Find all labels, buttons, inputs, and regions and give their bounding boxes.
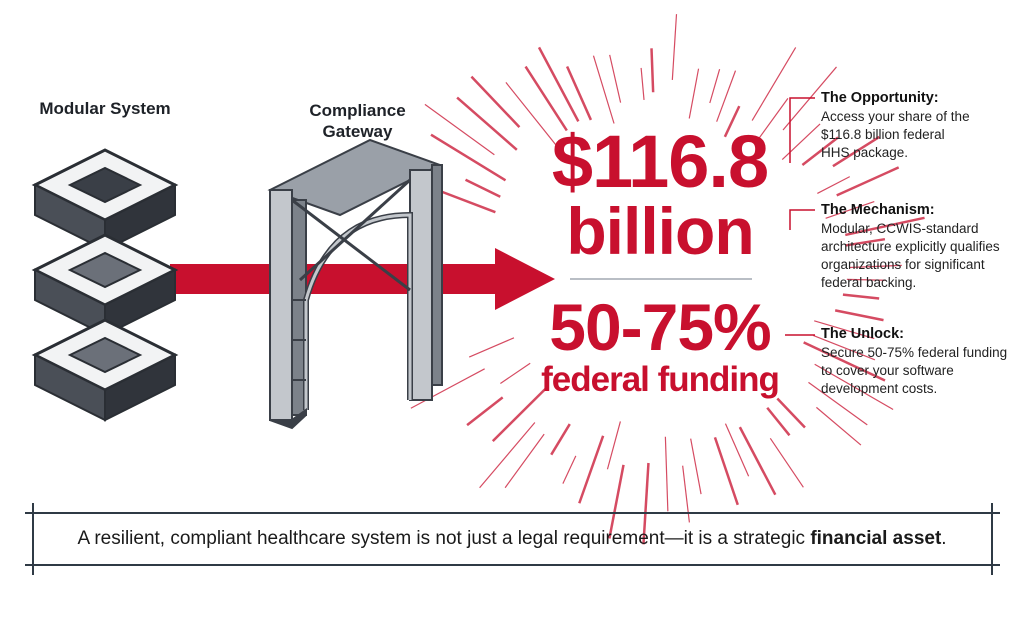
- burst-line: [801, 136, 839, 167]
- block-icon: [31, 318, 179, 422]
- burst-line: [776, 397, 806, 429]
- amount-value: $116.8: [551, 120, 769, 203]
- burst-line: [751, 47, 797, 121]
- footer-end: .: [941, 528, 947, 549]
- modular-blocks-icon: [31, 148, 179, 422]
- burst-line: [491, 387, 547, 443]
- burst-line: [537, 46, 580, 122]
- callout-title: The Opportunity:: [821, 90, 939, 106]
- burst-line: [781, 123, 821, 161]
- burst-line: [849, 264, 902, 269]
- burst-line: [723, 105, 741, 138]
- burst-line: [650, 48, 655, 93]
- burst-line: [716, 70, 737, 122]
- burst-line: [832, 135, 880, 168]
- burst-line: [609, 54, 622, 103]
- burst-line: [479, 422, 536, 489]
- burst-lines: [410, 14, 925, 545]
- burst-line: [562, 455, 577, 484]
- callout-text: Secure 50-75% federal funding to cover y…: [821, 345, 1008, 396]
- burst-line: [410, 368, 485, 409]
- burst-line: [814, 320, 875, 340]
- burst-line: [755, 98, 789, 143]
- burst-line: [816, 406, 862, 446]
- burst-line: [842, 293, 880, 300]
- burst-line: [738, 426, 777, 496]
- burst-line: [466, 396, 504, 427]
- arrow-icon: [170, 248, 555, 310]
- burst-line: [688, 68, 700, 119]
- burst-line: [812, 334, 876, 361]
- burst-line: [766, 406, 791, 437]
- compliance-gateway-label: Compliance Gateway: [309, 101, 406, 141]
- burst-line: [834, 309, 884, 322]
- callout-unlock: The Unlock: Secure 50-75% federal fundin…: [821, 326, 1021, 398]
- burst-line: [690, 438, 702, 495]
- footer-bold-text: financial asset: [810, 528, 942, 549]
- callout-mechanism: The Mechanism: Modular, CCWIS-standard a…: [821, 202, 1021, 292]
- callout-brackets: [785, 97, 815, 336]
- burst-line: [430, 133, 507, 182]
- burst-line: [803, 341, 886, 382]
- burst-line: [468, 337, 515, 358]
- burst-line: [769, 438, 804, 488]
- burst-line: [424, 103, 495, 156]
- burst-line: [464, 178, 501, 198]
- modular-system-label: Modular System: [39, 99, 171, 118]
- callout-opportunity: The Opportunity: Access your share of th…: [821, 90, 1021, 162]
- footer-statement: A resilient, compliant healthcare system…: [0, 528, 1024, 550]
- burst-line: [500, 362, 531, 385]
- burst-line: [825, 201, 875, 219]
- burst-line: [836, 166, 900, 197]
- burst-line: [817, 176, 851, 194]
- burst-line: [713, 436, 739, 506]
- block-icon: [31, 233, 179, 337]
- burst-line: [504, 433, 545, 489]
- burst-line: [470, 75, 521, 128]
- burst-line: [565, 66, 593, 121]
- burst-line: [505, 82, 563, 154]
- block-icon: [31, 148, 179, 252]
- burst-line: [671, 14, 678, 81]
- burst-line: [724, 423, 750, 477]
- callout-title: The Unlock:: [821, 326, 904, 342]
- burst-line: [845, 216, 925, 237]
- burst-line: [664, 436, 669, 512]
- footer-text: A resilient, compliant healthcare system…: [77, 528, 811, 549]
- burst-line: [456, 96, 518, 151]
- burst-line: [608, 464, 625, 539]
- callout-text: Access your share of the $116.8 billion …: [821, 109, 970, 160]
- burst-line: [434, 187, 496, 214]
- compliance-gateway-icon: [267, 138, 443, 430]
- burst-line: [606, 421, 621, 470]
- burst-line: [808, 381, 868, 426]
- burst-line: [640, 67, 645, 100]
- burst-line: [642, 462, 650, 545]
- burst-line: [846, 278, 886, 281]
- burst-line: [592, 55, 615, 124]
- burst-line: [578, 435, 605, 504]
- percent-value: 50-75%: [549, 290, 772, 364]
- burst-line: [550, 423, 571, 456]
- callout-text: Modular, CCWIS-standard architecture exp…: [821, 221, 1000, 290]
- burst-line: [709, 68, 721, 104]
- burst-line: [814, 363, 894, 410]
- burst-line: [845, 237, 886, 247]
- burst-line: [524, 65, 568, 132]
- callout-title: The Mechanism:: [821, 202, 935, 218]
- percent-caption: federal funding: [541, 360, 780, 399]
- amount-unit: billion: [566, 194, 754, 268]
- footer-frame: [25, 503, 1000, 575]
